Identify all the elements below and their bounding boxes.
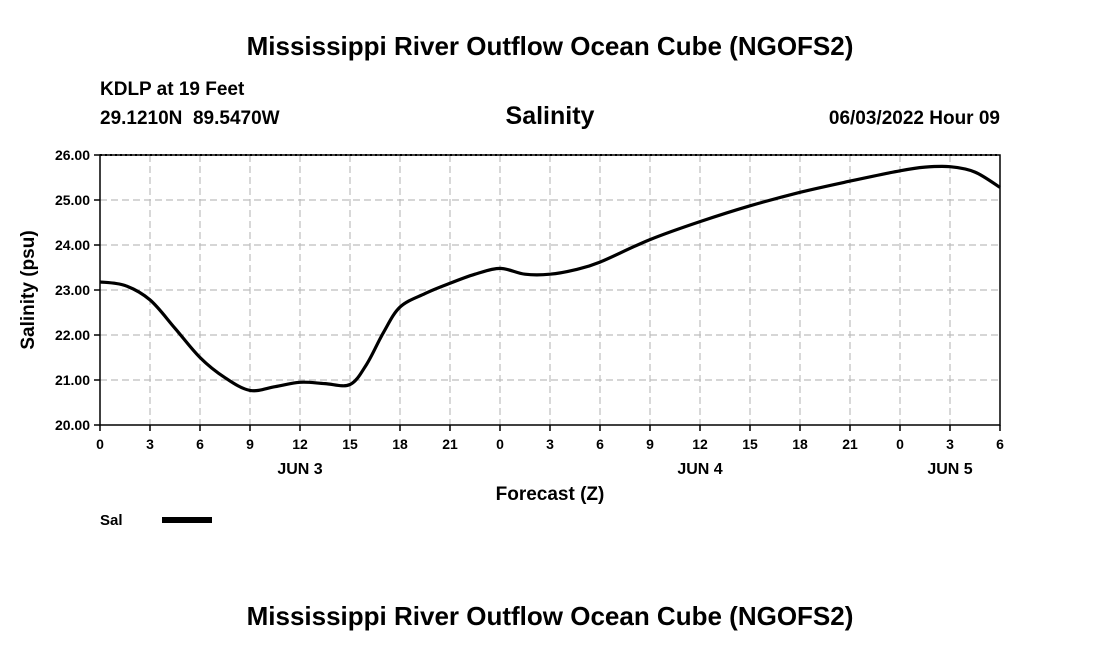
x-axis-ticks: 0 3 6 9 12 15 18 21 0 3 6 9 12 15 18 21 0 3 6	[96, 425, 1004, 452]
forecast-datetime: 06/03/2022 Hour 09	[829, 108, 1000, 129]
x-tick-label: 21	[442, 436, 458, 452]
station-coordinates: 29.1210N 89.5470W	[100, 108, 280, 129]
x-tick-label: 18	[792, 436, 808, 452]
day-label: JUN 5	[927, 461, 972, 478]
x-tick-label: 21	[842, 436, 858, 452]
x-tick-label: 12	[292, 436, 308, 452]
legend-label-sal: Sal	[100, 512, 123, 529]
x-tick-label: 9	[246, 436, 254, 452]
y-tick-label: 24.00	[55, 237, 90, 253]
day-label: JUN 3	[277, 461, 322, 478]
y-tick-label: 26.00	[55, 147, 90, 163]
x-tick-label: 12	[692, 436, 708, 452]
x-tick-label: 6	[996, 436, 1004, 452]
x-tick-label: 15	[342, 436, 358, 452]
x-tick-label: 15	[742, 436, 758, 452]
x-tick-label: 3	[546, 436, 554, 452]
series-line-sal	[99, 164, 1001, 393]
chart-title: Salinity	[506, 102, 595, 130]
x-tick-label: 6	[596, 436, 604, 452]
y-tick-label: 23.00	[55, 282, 90, 298]
x-tick-label: 3	[146, 436, 154, 452]
y-tick-label: 25.00	[55, 192, 90, 208]
page-title: Mississippi River Outflow Ocean Cube (NG…	[247, 31, 854, 61]
x-tick-label: 3	[946, 436, 954, 452]
y-tick-label: 20.00	[55, 417, 90, 433]
x-tick-label: 9	[646, 436, 654, 452]
x-tick-label: 0	[96, 436, 104, 452]
y-axis-ticks: 20.00 21.00 22.00 23.00 24.00 25.00 26.00	[55, 147, 100, 433]
x-tick-label: 0	[496, 436, 504, 452]
x-tick-label: 6	[196, 436, 204, 452]
grid-lines	[100, 155, 1000, 425]
legend: Sal	[100, 512, 212, 529]
x-tick-label: 18	[392, 436, 408, 452]
y-axis-label: Salinity (psu)	[18, 230, 39, 349]
y-tick-label: 22.00	[55, 327, 90, 343]
x-tick-label: 0	[896, 436, 904, 452]
y-tick-label: 21.00	[55, 372, 90, 388]
data-series	[99, 164, 1001, 393]
day-label: JUN 4	[677, 461, 722, 478]
station-label: KDLP at 19 Feet	[100, 79, 245, 100]
x-axis-label: Forecast (Z)	[496, 484, 605, 505]
day-labels: JUN 3 JUN 4 JUN 5	[277, 461, 972, 478]
footer-title: Mississippi River Outflow Ocean Cube (NG…	[247, 601, 854, 631]
